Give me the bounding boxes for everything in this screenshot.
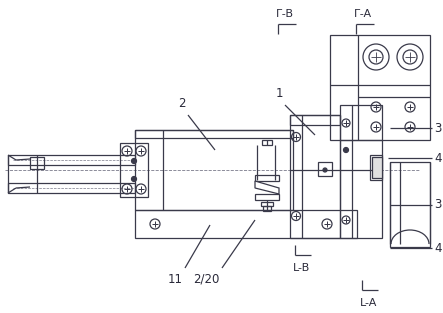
Bar (290, 115, 340, 125)
Text: 3: 3 (434, 121, 441, 135)
Text: 4: 4 (434, 242, 442, 254)
Bar (372, 157, 382, 178)
Text: Г-B: Г-B (276, 9, 294, 19)
Bar (318, 162, 332, 176)
Text: Г-A: Г-A (354, 9, 372, 19)
Bar (30, 157, 44, 169)
Bar (340, 105, 382, 238)
Polygon shape (255, 181, 279, 194)
Bar (262, 140, 272, 145)
Bar (8, 183, 135, 193)
Bar (330, 35, 430, 140)
Text: 11: 11 (168, 273, 183, 286)
Bar (370, 155, 382, 180)
Text: 2: 2 (179, 97, 186, 110)
Bar (255, 194, 279, 200)
Circle shape (323, 168, 327, 172)
Bar (255, 175, 279, 181)
Bar (135, 130, 293, 210)
Bar (261, 202, 273, 206)
Circle shape (132, 158, 136, 163)
Text: 2/20: 2/20 (194, 273, 220, 286)
Text: L-A: L-A (360, 298, 377, 308)
Text: 1: 1 (276, 87, 283, 100)
Bar (390, 162, 430, 247)
Text: 4: 4 (434, 151, 442, 165)
Text: L-B: L-B (293, 263, 310, 273)
Bar (8, 155, 135, 165)
Bar (263, 206, 271, 211)
Bar (135, 130, 293, 138)
Bar (120, 143, 148, 197)
Bar (290, 115, 340, 238)
Bar (135, 210, 357, 238)
Text: 3: 3 (434, 198, 441, 212)
Circle shape (343, 147, 349, 152)
Circle shape (132, 177, 136, 182)
